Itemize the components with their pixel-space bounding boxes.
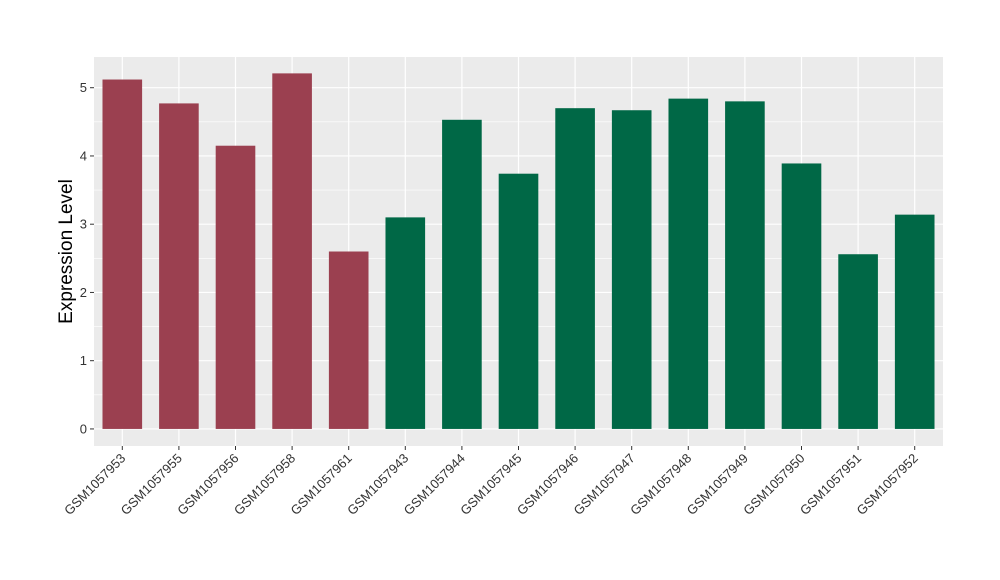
bar-GSM1057948 bbox=[668, 98, 709, 429]
bar-GSM1057949 bbox=[725, 101, 765, 429]
bar-GSM1057943 bbox=[385, 217, 426, 429]
bar-GSM1057946 bbox=[555, 108, 595, 429]
bars bbox=[102, 73, 935, 429]
bar-GSM1057953 bbox=[102, 79, 143, 429]
y-tick-label: 5 bbox=[80, 80, 87, 95]
y-tick-label: 2 bbox=[80, 285, 87, 300]
y-tick-label: 4 bbox=[80, 148, 87, 163]
bar-GSM1057956 bbox=[215, 145, 256, 429]
bar-GSM1057951 bbox=[838, 254, 878, 429]
x-axis: GSM1057953GSM1057955GSM1057956GSM1057958… bbox=[61, 446, 921, 518]
bar-GSM1057961 bbox=[328, 251, 369, 429]
y-tick-label: 0 bbox=[80, 421, 87, 436]
y-tick-label: 1 bbox=[80, 353, 87, 368]
bar-GSM1057945 bbox=[498, 173, 539, 429]
y-axis: 0 1 2 3 4 5 bbox=[80, 80, 94, 436]
y-tick-label: 3 bbox=[80, 217, 87, 232]
bar-GSM1057944 bbox=[442, 119, 482, 429]
bar-GSM1057955 bbox=[159, 103, 199, 429]
bar-GSM1057950 bbox=[781, 163, 822, 429]
bar-GSM1057958 bbox=[272, 73, 312, 429]
bar-GSM1057947 bbox=[611, 110, 652, 429]
bar-GSM1057952 bbox=[894, 214, 935, 429]
y-axis-title: Expression Level bbox=[56, 179, 77, 324]
